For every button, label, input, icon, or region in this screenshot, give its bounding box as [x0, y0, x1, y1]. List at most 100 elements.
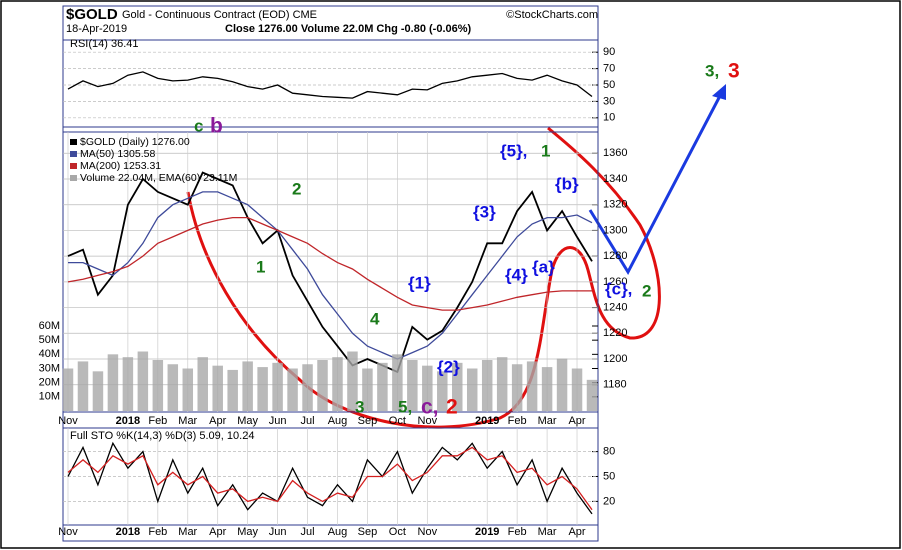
x-tick-label: 2018 [116, 415, 140, 427]
wave-label: 2 [642, 281, 651, 300]
y-tick-label: 1300 [603, 224, 627, 236]
y-tick-label: 80 [603, 446, 615, 458]
volume-bar [452, 362, 463, 411]
x-tick-label: Aug [328, 526, 348, 538]
y-tick-label: 1340 [603, 173, 627, 185]
volume-bar [242, 361, 253, 411]
x-tick-label: Apr [209, 526, 226, 538]
legend-swatch [70, 175, 77, 181]
volume-bar [302, 364, 313, 411]
x-tick-label: Apr [568, 415, 585, 427]
x-tick-label: 2019 [475, 415, 499, 427]
x-tick-label: Nov [58, 526, 78, 538]
wave-label: 1 [256, 257, 265, 276]
volume-bar [197, 357, 208, 411]
panel-frame [62, 131, 599, 413]
x-tick-label: Oct [389, 415, 406, 427]
volume-bar [481, 360, 493, 411]
volume-bar [122, 357, 134, 411]
volume-bar [466, 368, 478, 411]
y-tick-label: 1200 [603, 353, 627, 365]
legend-label: MA(50) 1305.58 [80, 148, 155, 160]
x-tick-label: Jun [269, 526, 287, 538]
volume-bar [541, 367, 553, 411]
volume-bar [107, 354, 119, 411]
y-tick-label: 70 [603, 63, 615, 75]
y-tick-label: 50 [603, 470, 615, 482]
volume-bar [586, 379, 598, 411]
volume-bar [92, 371, 104, 411]
date: 18-Apr-2019 [66, 23, 127, 35]
x-tick-label: Feb [148, 526, 167, 538]
volume-bar [167, 364, 179, 411]
volume-bar [227, 369, 238, 411]
x-tick-label: Jul [301, 526, 315, 538]
x-tick-label: 2018 [116, 526, 140, 538]
volume-bar [317, 360, 328, 411]
volume-bar [182, 368, 194, 411]
x-tick-label: May [237, 526, 258, 538]
volume-bar [77, 361, 89, 411]
y-tick-label: 50M [39, 334, 60, 346]
panel-frame [62, 39, 599, 128]
series-line [67, 171, 593, 374]
legend-swatch [70, 139, 77, 145]
y-tick-label: 1220 [603, 327, 627, 339]
legend-swatch [70, 163, 77, 169]
wave-label: {a} [532, 257, 555, 276]
description: Gold - Continuous Contract (EOD) CME [122, 9, 317, 21]
wave-label: 3 [728, 60, 740, 83]
source: ©StockCharts.com [506, 9, 598, 21]
volume-bar [526, 361, 538, 411]
wave-label: 3 [355, 397, 364, 416]
y-tick-label: 90 [603, 46, 615, 58]
x-tick-label: Feb [508, 415, 527, 427]
y-tick-label: 10 [603, 112, 615, 124]
volume-bar [556, 358, 568, 411]
volume-bar [511, 364, 523, 411]
volume-bar [347, 351, 358, 411]
series-line [67, 446, 593, 511]
series-line [67, 71, 593, 99]
wave-label: 4 [370, 309, 380, 328]
wave-label: {1} [408, 273, 431, 292]
x-tick-label: Mar [538, 415, 557, 427]
x-tick-label: Apr [209, 415, 226, 427]
volume-bar [377, 362, 388, 411]
wave-label: c, [421, 396, 439, 419]
legend-label: Volume 22.04M, EMA(60) 23.11M [80, 172, 237, 184]
x-tick-label: Aug [328, 415, 348, 427]
panel-title: Full STO %K(14,3) %D(3) 5.09, 10.24 [70, 430, 254, 442]
volume-bar [496, 357, 508, 411]
y-tick-label: 10M [39, 391, 60, 403]
volume-bar [392, 354, 403, 411]
x-tick-label: Jun [269, 415, 287, 427]
volume-bar [332, 357, 343, 411]
volume-bar [212, 365, 223, 411]
volume-bar [437, 371, 448, 411]
x-tick-label: 2019 [475, 526, 499, 538]
x-tick-label: Feb [508, 526, 527, 538]
volume-bar [407, 360, 418, 411]
volume-bar [137, 351, 149, 411]
wave-label: {c}, [605, 279, 632, 298]
legend-label: MA(200) 1253.31 [80, 160, 161, 172]
x-tick-label: Mar [538, 526, 557, 538]
volume-bar [422, 365, 433, 411]
wave-label: 5, [398, 397, 412, 416]
volume-bar [287, 368, 298, 411]
y-tick-label: 1180 [603, 379, 627, 391]
wave-label: 1 [541, 141, 550, 160]
y-tick-label: 20M [39, 377, 60, 389]
symbol: $GOLD [66, 6, 118, 23]
wave-label: {3} [473, 202, 496, 221]
volume-bar [362, 368, 373, 411]
panel-title: RSI(14) 36.41 [70, 38, 138, 50]
y-tick-label: 1260 [603, 276, 627, 288]
y-tick-label: 30 [603, 95, 615, 107]
wave-label: b [210, 115, 223, 138]
x-tick-label: May [237, 415, 258, 427]
wave-label: 2 [292, 179, 301, 198]
x-tick-label: Sep [358, 526, 378, 538]
